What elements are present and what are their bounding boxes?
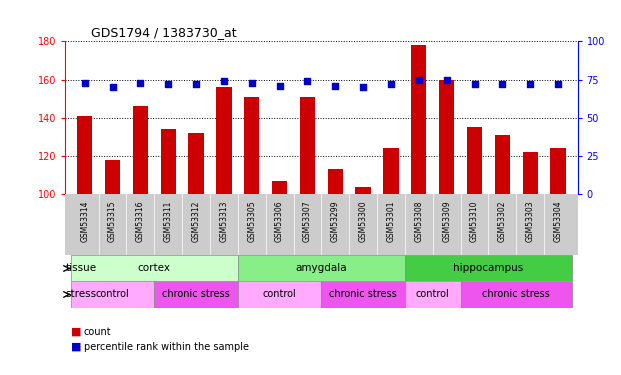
Text: tissue: tissue <box>65 264 97 273</box>
Bar <box>77 116 93 194</box>
Point <box>191 81 201 87</box>
Text: GSM53301: GSM53301 <box>386 200 396 242</box>
Text: amygdala: amygdala <box>296 264 347 273</box>
Bar <box>238 282 322 308</box>
Bar <box>461 282 572 308</box>
Bar <box>467 128 482 194</box>
Bar <box>550 148 566 194</box>
Bar <box>522 152 538 194</box>
Text: GSM53311: GSM53311 <box>164 200 173 242</box>
Bar <box>133 106 148 194</box>
Point <box>163 81 173 87</box>
Text: GSM53314: GSM53314 <box>80 200 89 242</box>
Point <box>274 82 284 88</box>
Point <box>219 78 229 84</box>
Bar <box>154 282 238 308</box>
Text: GSM53310: GSM53310 <box>470 200 479 242</box>
Bar <box>495 135 510 194</box>
Text: control: control <box>96 290 129 300</box>
Text: GDS1794 / 1383730_at: GDS1794 / 1383730_at <box>91 26 237 39</box>
Bar <box>328 170 343 194</box>
Text: GSM53307: GSM53307 <box>303 200 312 242</box>
Text: count: count <box>84 327 111 337</box>
Text: chronic stress: chronic stress <box>329 290 397 300</box>
Point <box>414 76 424 82</box>
Bar <box>383 148 399 194</box>
Text: GSM53306: GSM53306 <box>275 200 284 242</box>
Point <box>358 84 368 90</box>
Bar <box>322 282 405 308</box>
Point <box>497 81 507 87</box>
Text: control: control <box>263 290 296 300</box>
Bar <box>188 133 204 194</box>
Text: GSM53309: GSM53309 <box>442 200 451 242</box>
Text: GSM53312: GSM53312 <box>191 200 201 242</box>
Bar <box>71 282 154 308</box>
Point <box>135 80 145 86</box>
Point <box>107 84 117 90</box>
Bar <box>238 255 405 282</box>
Point <box>469 81 479 87</box>
Point <box>79 80 89 86</box>
Point <box>247 80 256 86</box>
Point <box>442 76 451 82</box>
Text: hippocampus: hippocampus <box>453 264 524 273</box>
Text: GSM53303: GSM53303 <box>526 200 535 242</box>
Text: percentile rank within the sample: percentile rank within the sample <box>84 342 249 352</box>
Text: chronic stress: chronic stress <box>162 290 230 300</box>
Text: GSM53299: GSM53299 <box>331 200 340 242</box>
Text: ■: ■ <box>71 342 82 352</box>
Text: GSM53315: GSM53315 <box>108 200 117 242</box>
Text: control: control <box>416 290 450 300</box>
Text: GSM53305: GSM53305 <box>247 200 256 242</box>
Point <box>553 81 563 87</box>
Text: GSM53304: GSM53304 <box>553 200 563 242</box>
Bar <box>216 87 232 194</box>
Text: GSM53302: GSM53302 <box>498 200 507 242</box>
Text: GSM53308: GSM53308 <box>414 200 424 242</box>
Text: chronic stress: chronic stress <box>483 290 550 300</box>
Point <box>330 82 340 88</box>
Text: GSM53300: GSM53300 <box>359 200 368 242</box>
Text: cortex: cortex <box>138 264 171 273</box>
Bar <box>105 160 120 194</box>
Bar <box>439 80 455 194</box>
Bar <box>300 97 315 194</box>
Bar <box>272 181 288 194</box>
Bar <box>244 97 260 194</box>
Point <box>302 78 312 84</box>
Text: stress: stress <box>65 290 97 300</box>
Text: GSM53316: GSM53316 <box>136 200 145 242</box>
Bar <box>405 255 572 282</box>
Bar <box>355 187 371 194</box>
Bar <box>405 282 461 308</box>
Point <box>525 81 535 87</box>
Text: GSM53313: GSM53313 <box>219 200 229 242</box>
Text: ■: ■ <box>71 327 82 337</box>
Bar <box>71 255 238 282</box>
Bar <box>161 129 176 194</box>
Bar <box>411 45 427 194</box>
Point <box>386 81 396 87</box>
